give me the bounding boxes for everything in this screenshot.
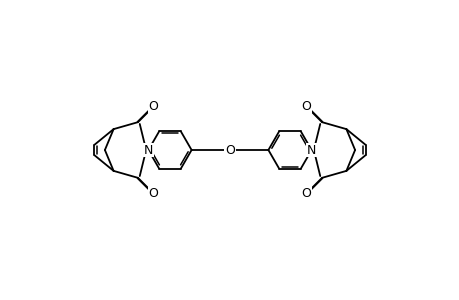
Text: N: N [143,143,153,157]
Text: N: N [306,143,316,157]
Text: O: O [301,187,311,200]
Text: O: O [224,143,235,157]
Text: O: O [301,100,311,113]
Text: O: O [148,100,158,113]
Text: O: O [148,187,158,200]
